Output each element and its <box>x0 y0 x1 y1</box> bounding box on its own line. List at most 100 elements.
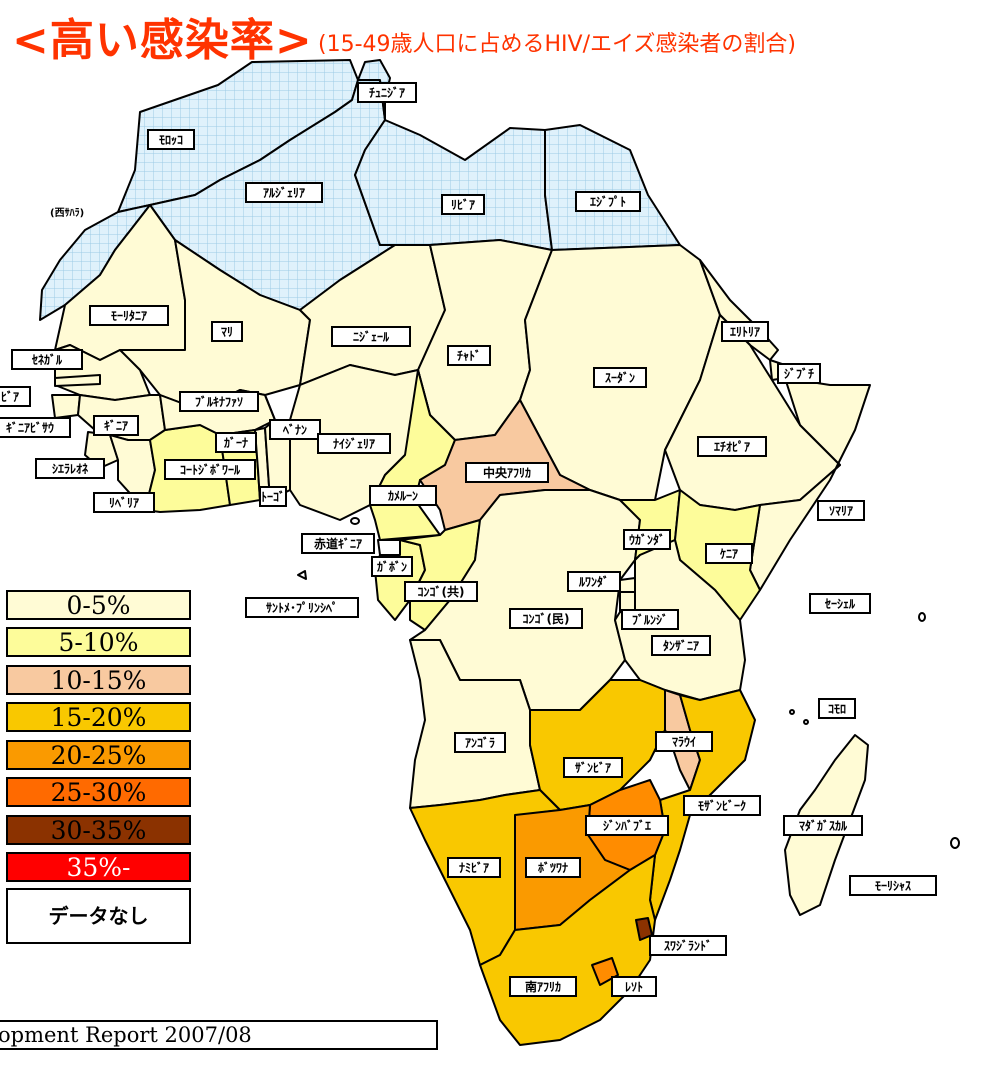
country-label-mozambique: ﾓｻﾞﾝﾋﾞｰｸ <box>683 795 761 816</box>
country-label-text: ｷﾞﾆｱﾋﾞｻｳ <box>6 420 54 435</box>
country-label-comoros: ｺﾓﾛ <box>818 698 856 719</box>
country-label-mali: ﾏﾘ <box>211 321 243 342</box>
page-title: <高い感染率> <box>12 15 313 66</box>
country-label-box <box>93 492 155 513</box>
region-rwanda <box>619 577 636 593</box>
country-label-text: ｻﾞﾝﾋﾞｱ <box>575 760 611 775</box>
country-label-angola: ｱﾝｺﾞﾗ <box>454 732 506 753</box>
legend-item: 15-20% <box>6 702 191 732</box>
country-label-box <box>655 731 713 752</box>
country-label-eq-guinea: 赤道ｷﾞﾆｱ <box>301 533 375 554</box>
country-label-sierra-leone: ｼｴﾗﾚｵﾈ <box>35 458 105 479</box>
country-label-text: ｶﾞｰﾅ <box>224 435 248 450</box>
country-label-text: ﾍﾞﾅﾝ <box>282 422 307 437</box>
country-label-box <box>585 815 669 836</box>
country-label-text: ﾎﾞﾂﾜﾅ <box>538 860 568 875</box>
country-label-text: ﾁｭﾆｼﾞｱ <box>369 85 405 100</box>
legend-item: 20-25% <box>6 740 191 770</box>
country-label-box <box>818 698 856 719</box>
country-label-text: ｱﾙｼﾞｪﾘｱ <box>263 185 305 200</box>
country-label-text: ﾓｻﾞﾝﾋﾞｰｸ <box>698 798 746 813</box>
country-label-cameroon: ｶﾒﾙｰﾝ <box>369 485 437 506</box>
country-label-senegal: ｾﾈｶﾞﾙ <box>11 349 83 370</box>
country-label-text: ｼﾞﾌﾞﾁ <box>784 366 814 381</box>
country-label-gabon: ｶﾞﾎﾞﾝ <box>371 556 413 577</box>
country-label-box <box>465 462 549 483</box>
country-label-madagascar: ﾏﾀﾞｶﾞｽｶﾙ <box>783 815 863 836</box>
country-label-box <box>245 182 323 203</box>
legend-item: 35%- <box>6 852 191 882</box>
country-label-guinea: ｷﾞﾆｱ <box>93 415 139 436</box>
country-label-text: ﾆｼﾞｪｰﾙ <box>353 329 390 344</box>
country-label-ghana: ｶﾞｰﾅ <box>215 432 257 453</box>
country-label-box <box>35 458 105 479</box>
region-south-africa <box>479 854 656 1046</box>
region-guinea-bissau <box>51 394 81 419</box>
country-label-malawi: ﾏﾗｳｲ <box>655 731 713 752</box>
country-label-text: ﾘﾍﾞﾘｱ <box>109 495 139 510</box>
country-label-uganda: ｳｶﾞﾝﾀﾞ <box>623 529 671 550</box>
island-comoros-2 <box>803 719 809 725</box>
country-label-text: ｷﾞﾆｱ <box>104 418 128 433</box>
country-label-djibouti: ｼﾞﾌﾞﾁ <box>777 363 821 384</box>
country-label-text: ﾁｬﾄﾞ <box>457 348 481 363</box>
country-label-box <box>567 571 621 592</box>
country-label-text: ﾙﾜﾝﾀﾞ <box>578 574 609 589</box>
source-box: opment Report 2007/08 <box>0 1020 438 1050</box>
country-label-box <box>563 757 623 778</box>
country-label-box <box>809 593 871 614</box>
country-label-box <box>509 976 577 997</box>
country-label-eritrea: ｴﾘﾄﾘｱ <box>721 321 769 342</box>
legend-item: 25-30% <box>6 777 191 807</box>
country-label-box <box>575 191 641 212</box>
country-label-morocco: ﾓﾛｯｺ <box>147 129 195 150</box>
country-label-text: ﾌﾞﾙﾝｼﾞ <box>632 612 668 627</box>
legend-item: 0-5% <box>6 590 191 620</box>
country-label-burundi: ﾌﾞﾙﾝｼﾞ <box>621 609 679 630</box>
country-label-box <box>623 529 671 550</box>
country-label-sao-tome: ｻﾝﾄﾒ･ﾌﾟﾘﾝｼﾍﾟ <box>245 597 359 618</box>
country-label-togo: ﾄｰｺﾞ <box>259 486 287 507</box>
country-label-box <box>301 533 375 554</box>
country-label-congo-dem: ｺﾝｺﾞ(民) <box>509 608 583 629</box>
country-label-box <box>621 609 679 630</box>
country-label-burkina-faso: ﾌﾞﾙｷﾅﾌｧｿ <box>179 391 259 412</box>
country-label-tanzania: ﾀﾝｻﾞﾆｱ <box>651 635 711 656</box>
country-label-text: ｺｰﾄｼﾞﾎﾞﾜｰﾙ <box>180 462 241 477</box>
country-label-ethiopia: ｴﾁｵﾋﾟｱ <box>697 436 767 457</box>
country-label-text: ｺﾝｺﾞ(共) <box>418 584 465 599</box>
country-label-text: ｶﾞﾎﾞﾝ <box>377 559 407 574</box>
island-seychelles <box>918 612 926 622</box>
country-label-box <box>331 326 411 347</box>
country-label-box <box>525 857 581 878</box>
country-label-text: ｽﾜｼﾞﾗﾝﾄﾞ <box>664 938 712 953</box>
country-label-box <box>783 815 863 836</box>
country-label-text: ｺﾓﾛ <box>828 702 846 716</box>
country-label-western-sahara: (西ｻﾊﾗ) <box>50 207 84 219</box>
country-label-swaziland: ｽﾜｼﾞﾗﾝﾄﾞ <box>649 935 727 956</box>
country-label-car: 中央ｱﾌﾘｶ <box>465 462 549 483</box>
country-label-box <box>509 608 583 629</box>
country-label-box <box>651 635 711 656</box>
country-label-text: ｴﾁｵﾋﾟｱ <box>714 439 750 454</box>
country-label-text: ﾘﾋﾞｱ <box>451 197 475 212</box>
country-label-libya: ﾘﾋﾞｱ <box>441 194 485 215</box>
country-label-text: ｿﾏﾘｱ <box>829 504 853 518</box>
island-comoros-1 <box>789 709 795 715</box>
country-label-box <box>245 597 359 618</box>
country-label-kenya: ｹﾆｱ <box>705 543 753 564</box>
island-sao-tome <box>297 570 307 580</box>
country-label-algeria: ｱﾙｼﾞｪﾘｱ <box>245 182 323 203</box>
island-bioko <box>350 517 360 525</box>
country-label-sudan: ｽｰﾀﾞﾝ <box>593 367 647 388</box>
country-label-box <box>777 363 821 384</box>
country-label-text: ｹﾆｱ <box>720 547 738 561</box>
country-label-box <box>454 732 506 753</box>
country-label-niger: ﾆｼﾞｪｰﾙ <box>331 326 411 347</box>
country-label-somalia: ｿﾏﾘｱ <box>817 500 865 521</box>
country-label-text: 中央ｱﾌﾘｶ <box>483 465 531 480</box>
country-label-nigeria: ﾅｲｼﾞｪﾘｱ <box>317 433 391 454</box>
country-label-text: ﾏﾘ <box>221 325 233 339</box>
country-label-text: ｴﾘﾄﾘｱ <box>730 325 760 339</box>
